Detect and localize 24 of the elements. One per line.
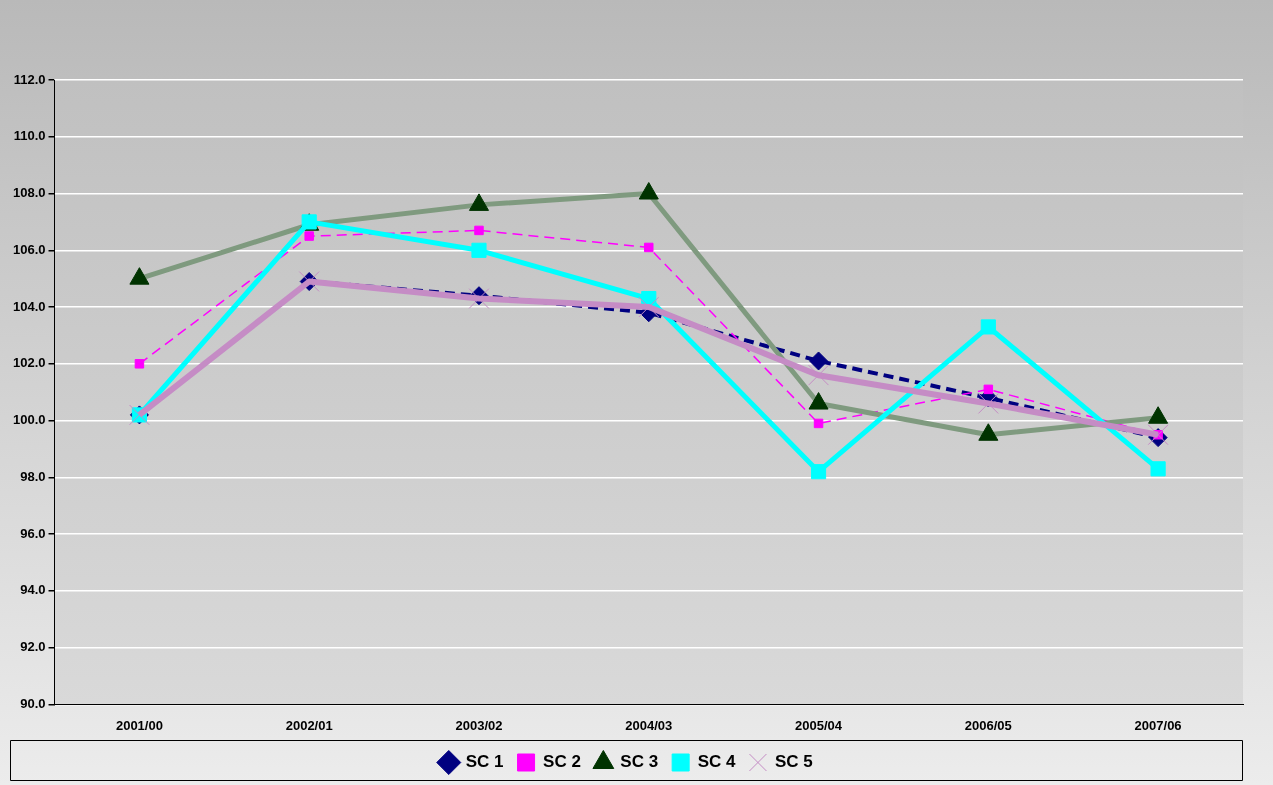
legend-label: SC 3 <box>620 752 659 772</box>
y-tick-label: 112.0 <box>13 71 46 87</box>
y-tick-label: 108.0 <box>12 185 46 201</box>
y-tick-label: 90.0 <box>20 695 46 711</box>
x-tick-label: 2006/05 <box>964 717 1012 733</box>
legend-label: SC 4 <box>697 752 736 772</box>
x-tick-label: 2003/02 <box>455 717 503 733</box>
x-tick-label: 2001/00 <box>115 717 163 733</box>
y-tick-label: 100.0 <box>12 412 46 428</box>
y-tick-label: 92.0 <box>20 639 46 655</box>
legend-label: SC 2 <box>543 752 581 772</box>
x-tick-label: 2004/03 <box>625 717 673 733</box>
y-tick-label: 110.0 <box>13 128 46 144</box>
y-tick-label: 94.0 <box>20 582 46 598</box>
y-tick-label: 102.0 <box>12 355 46 371</box>
y-tick-label: 104.0 <box>12 298 46 314</box>
x-tick-label: 2002/01 <box>285 717 333 733</box>
y-tick-label: 106.0 <box>12 241 46 257</box>
y-tick-label: 98.0 <box>20 468 46 484</box>
x-tick-label: 2005/04 <box>795 717 843 733</box>
legend-label: SC 5 <box>774 752 813 772</box>
y-tick-label: 96.0 <box>20 525 46 541</box>
legend-label: SC 1 <box>465 752 504 772</box>
x-tick-label: 2007/06 <box>1134 717 1182 733</box>
